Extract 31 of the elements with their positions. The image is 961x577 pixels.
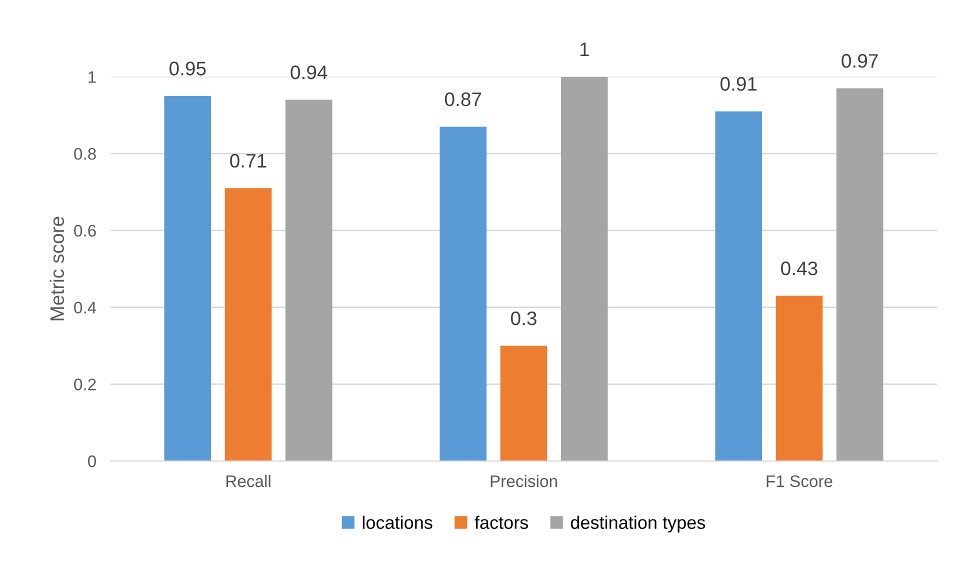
y-tick-label: 0.6 bbox=[74, 224, 96, 237]
y-tick-label: 1 bbox=[88, 71, 96, 83]
bar bbox=[224, 188, 272, 462]
x-tick-label: F1 Score bbox=[766, 475, 832, 488]
data-label: 0.91 bbox=[720, 77, 757, 91]
bar bbox=[836, 88, 884, 462]
x-tick-label: Precision bbox=[490, 474, 557, 488]
y-tick-label: 0.4 bbox=[74, 302, 96, 314]
bar bbox=[500, 346, 548, 462]
y-axis-title: Metric score bbox=[50, 216, 64, 320]
data-label: 1 bbox=[580, 42, 589, 56]
data-label: 0.71 bbox=[230, 154, 266, 168]
data-label: 0.87 bbox=[444, 92, 482, 106]
bar bbox=[285, 100, 332, 462]
bar bbox=[776, 296, 823, 462]
legend-label: destination types bbox=[570, 516, 706, 533]
y-tick-label: 0.8 bbox=[74, 148, 96, 160]
y-tick-label: 0 bbox=[88, 455, 96, 468]
data-label: 0.3 bbox=[510, 311, 536, 326]
y-tick-label: 0.2 bbox=[74, 378, 96, 390]
bar bbox=[164, 96, 212, 462]
data-label: 0.94 bbox=[290, 66, 328, 80]
legend-label: factors bbox=[474, 516, 528, 529]
data-label: 0.95 bbox=[169, 62, 206, 76]
data-label: 0.97 bbox=[842, 54, 878, 68]
bar bbox=[715, 111, 762, 462]
bar bbox=[560, 76, 608, 462]
x-tick-label: Recall bbox=[226, 474, 270, 488]
data-label: 0.43 bbox=[781, 262, 818, 276]
bar bbox=[440, 126, 487, 462]
legend-label: locations bbox=[362, 516, 432, 529]
